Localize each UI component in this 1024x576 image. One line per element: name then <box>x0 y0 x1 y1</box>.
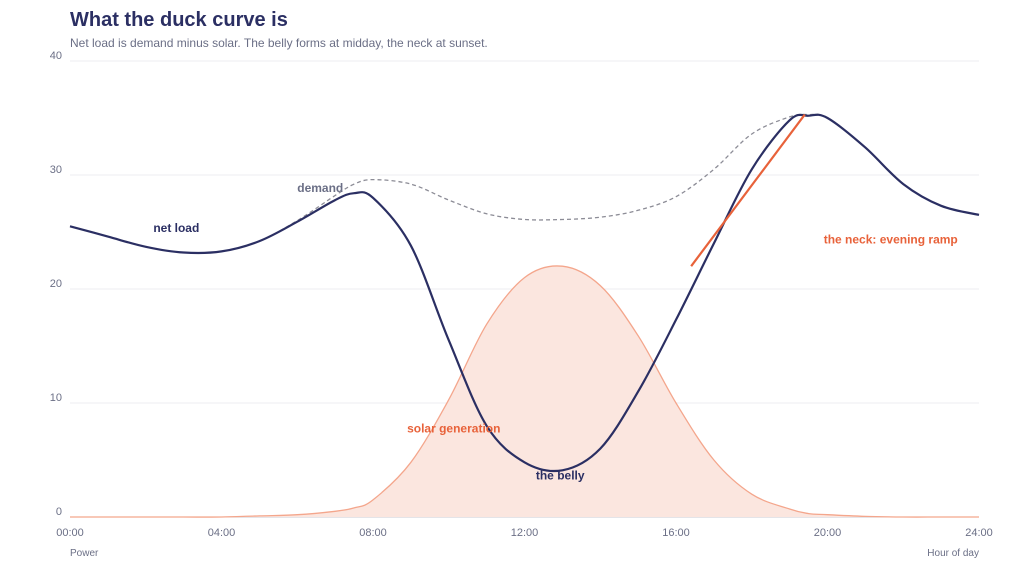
plot-area <box>69 113 980 518</box>
solar-generation-line <box>70 265 979 518</box>
x-axis-ticks: 00:00 04:00 08:00 12:00 16:00 20:00 24:00 <box>56 527 993 539</box>
y-tick-label: 30 <box>50 164 62 176</box>
y-axis-label: Power <box>70 548 99 559</box>
y-tick-label: 10 <box>50 392 62 404</box>
x-tick-label: 20:00 <box>814 527 842 539</box>
solar-generation-area <box>70 265 979 518</box>
net-load-line <box>69 113 980 473</box>
annotation-demand: demand <box>297 181 343 195</box>
x-axis-label: Hour of day <box>927 548 979 559</box>
evening-ramp-line <box>690 113 806 267</box>
annotation-solar-generation: solar generation <box>407 422 500 436</box>
annotations: demand net load solar generation the belly t… <box>153 181 957 482</box>
x-tick-label: 12:00 <box>511 527 539 539</box>
x-tick-label: 00:00 <box>56 527 84 539</box>
annotation-the-belly: the belly <box>536 468 585 482</box>
annotation-the-neck: the neck: evening ramp <box>824 232 958 246</box>
y-axis-ticks: 0 10 20 30 40 <box>50 50 62 518</box>
y-tick-label: 40 <box>50 50 62 62</box>
x-tick-label: 08:00 <box>359 527 387 539</box>
x-tick-label: 16:00 <box>662 527 690 539</box>
chart-title: What the duck curve is <box>70 9 288 31</box>
y-tick-label: 0 <box>56 506 62 518</box>
y-tick-label: 20 <box>50 278 62 290</box>
x-tick-label: 04:00 <box>208 527 236 539</box>
x-tick-label: 24:00 <box>965 527 993 539</box>
chart-subtitle: Net load is demand minus solar. The bell… <box>70 36 488 50</box>
annotation-net-load: net load <box>153 221 199 235</box>
